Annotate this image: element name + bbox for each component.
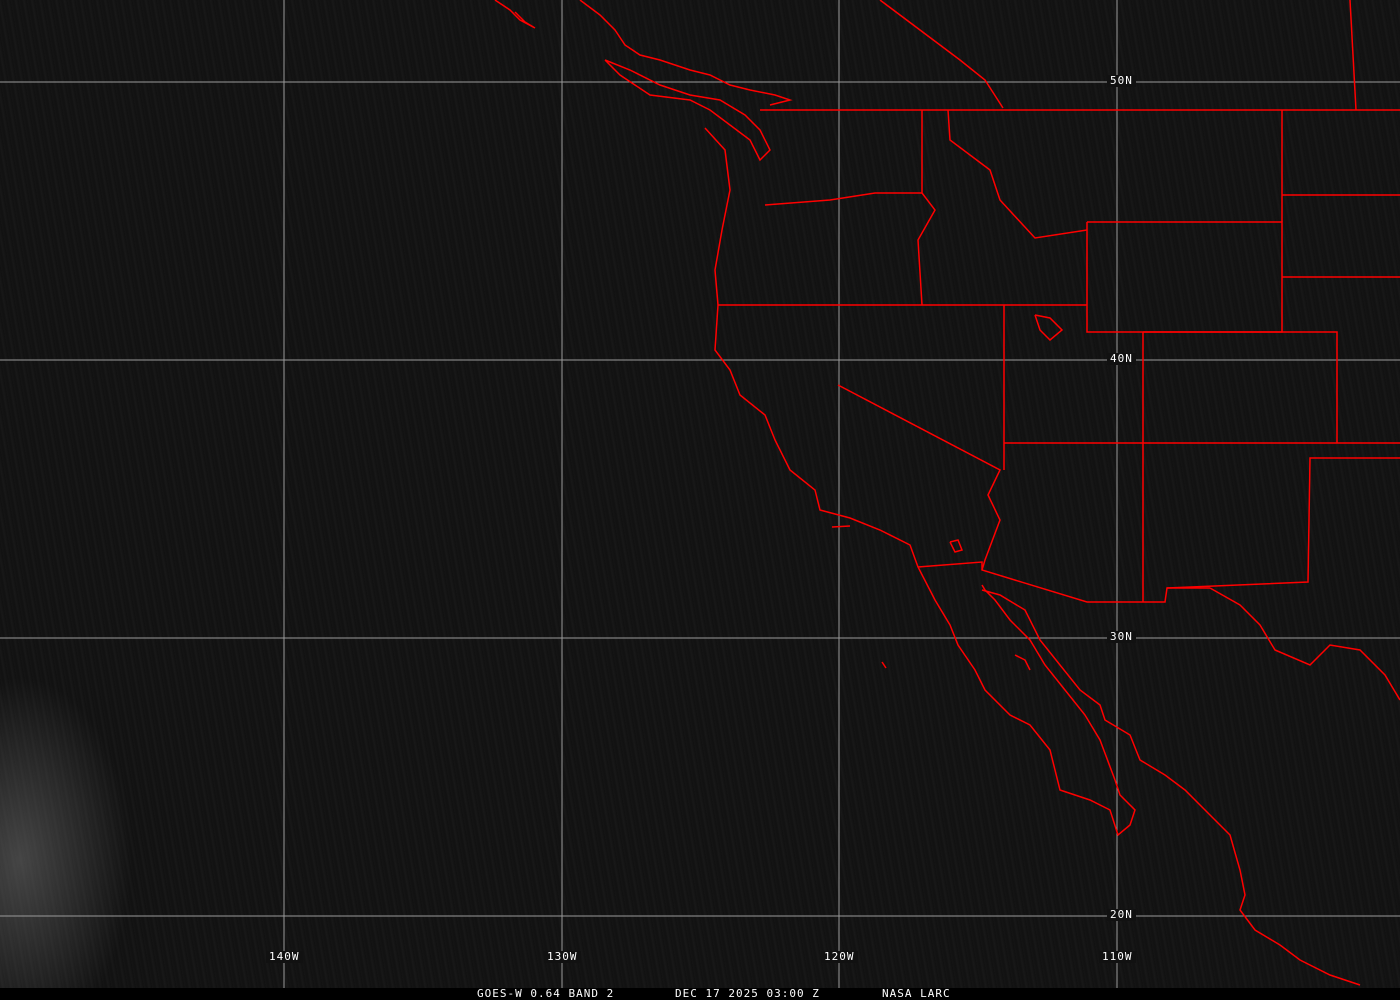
coastlines-and-borders (494, 0, 1400, 986)
caption-source: NASA LARC (882, 987, 951, 1000)
baja-gulf-coast (981, 584, 1116, 781)
lon-label-110w: 110W (1099, 951, 1136, 963)
lon-label-130w: 130W (544, 951, 581, 963)
image-caption: GOES-W 0.64 BAND 2 DEC 17 2025 03:00 Z N… (0, 988, 1400, 1000)
ut-co-border (1143, 331, 1338, 443)
wa-id-border (917, 110, 936, 306)
bc-interior-line (879, 0, 1004, 109)
bc-coast (494, 0, 536, 29)
nm-border (1166, 457, 1400, 589)
mt-nd-border (1349, 0, 1357, 111)
lon-label-120w: 120W (821, 951, 858, 963)
lat-label-30n: 30N (1107, 631, 1136, 643)
caption-product: GOES-W 0.64 BAND 2 (477, 987, 615, 1000)
great-salt-lake (1034, 314, 1064, 342)
channel-islands (831, 525, 851, 528)
lon-label-140w: 140W (266, 951, 303, 963)
small-islands (881, 661, 887, 669)
ca-mx-border (917, 561, 1210, 603)
vancouver-island (604, 59, 771, 162)
mexico-gulf-coast (1209, 587, 1400, 701)
wy-border (1086, 221, 1283, 333)
id-mt-border (947, 109, 1088, 239)
mexico-mainland-coast (981, 589, 1361, 986)
bc-inlets (579, 0, 793, 106)
gulf-islands (1014, 654, 1031, 671)
caption-datetime: DEC 17 2025 03:00 Z (675, 987, 820, 1000)
lat-label-20n: 20N (1107, 909, 1136, 921)
lat-label-40n: 40N (1107, 353, 1136, 365)
wa-or-border (764, 192, 922, 206)
salton-sea (949, 539, 964, 553)
lat-label-50n: 50N (1107, 75, 1136, 87)
west-coast (704, 127, 1136, 837)
ca-nv-border (837, 384, 1001, 571)
